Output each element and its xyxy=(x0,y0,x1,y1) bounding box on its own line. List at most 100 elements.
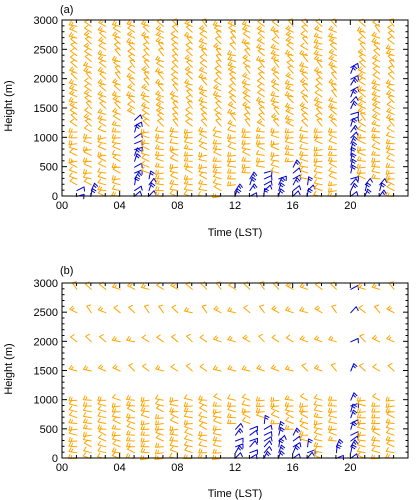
wind-barb xyxy=(256,96,265,104)
wind-barb xyxy=(155,364,164,372)
wind-barb xyxy=(198,411,208,419)
wind-barb xyxy=(379,178,388,186)
wind-barb xyxy=(285,25,294,33)
wind-barb xyxy=(271,36,280,45)
wind-barb xyxy=(313,43,323,51)
wind-barb xyxy=(183,144,193,151)
wind-barb xyxy=(278,444,286,454)
wind-barb xyxy=(242,30,251,39)
wind-barb xyxy=(314,55,323,63)
y-tick-label: 3000 xyxy=(34,278,58,290)
wind-barb xyxy=(82,146,92,152)
wind-barb xyxy=(141,166,150,174)
wind-barb xyxy=(386,428,395,436)
wind-barb xyxy=(357,125,366,133)
wind-barb xyxy=(292,159,301,168)
wind-barb xyxy=(172,112,179,121)
wind-barb xyxy=(155,414,164,420)
wind-barb xyxy=(185,42,193,51)
wind-barb xyxy=(263,188,269,197)
wind-barb xyxy=(270,91,280,98)
wind-barb xyxy=(126,430,136,436)
wind-barb xyxy=(184,31,193,39)
wind-barb xyxy=(134,146,143,153)
wind-barb xyxy=(385,418,395,424)
wind-barb xyxy=(141,154,150,162)
wind-barb xyxy=(198,66,208,74)
wind-barb xyxy=(350,363,358,372)
wind-barb xyxy=(185,94,193,104)
wind-barb xyxy=(313,400,323,407)
wind-barb xyxy=(259,304,265,314)
wind-barb xyxy=(140,411,150,419)
wind-barb xyxy=(386,107,395,115)
wind-barb xyxy=(371,167,381,174)
wind-barb xyxy=(227,161,236,168)
wind-barb xyxy=(141,334,150,343)
wind-barb xyxy=(68,399,78,407)
wind-barb xyxy=(327,425,337,431)
wind-barb xyxy=(212,20,222,27)
wind-barb xyxy=(140,430,150,436)
wind-barb xyxy=(86,304,92,314)
wind-barb xyxy=(212,156,222,162)
wind-barb xyxy=(371,413,381,419)
wind-barb xyxy=(227,401,236,407)
wind-barb xyxy=(155,434,164,442)
wind-barb xyxy=(257,89,265,98)
y-tick-label: 3000 xyxy=(34,15,58,27)
wind-barb xyxy=(213,77,222,86)
wind-barb xyxy=(97,446,107,454)
wind-barb xyxy=(263,424,273,430)
wind-barb xyxy=(313,38,323,45)
wind-barb xyxy=(371,407,381,413)
wind-barb xyxy=(69,25,78,33)
wind-barb xyxy=(257,30,265,39)
wind-barb xyxy=(258,71,265,80)
wind-barb xyxy=(198,155,208,162)
wind-barb xyxy=(313,127,323,133)
wind-barb xyxy=(314,184,323,192)
wind-barb xyxy=(229,94,236,104)
wind-barb xyxy=(331,304,337,314)
wind-barb xyxy=(358,305,366,314)
wind-barb xyxy=(68,143,78,151)
wind-barb xyxy=(155,101,164,109)
wind-barb xyxy=(350,100,358,109)
wind-barb xyxy=(315,112,323,121)
wind-barb xyxy=(183,162,193,168)
wind-barb xyxy=(83,31,92,39)
wind-barb xyxy=(234,188,242,197)
wind-barb xyxy=(68,425,78,431)
wind-barb xyxy=(270,364,280,372)
wind-barb xyxy=(249,176,257,186)
wind-barb xyxy=(171,36,179,45)
wind-barb xyxy=(313,419,323,426)
wind-barb xyxy=(248,454,258,460)
wind-barb xyxy=(184,428,193,436)
wind-barb xyxy=(155,169,164,175)
wind-barb xyxy=(134,147,141,156)
wind-barb xyxy=(155,179,164,186)
x-tick-label: 04 xyxy=(114,200,126,212)
wind-barb xyxy=(82,168,92,174)
wind-barb xyxy=(227,412,236,419)
wind-barb xyxy=(350,96,359,104)
wind-barb xyxy=(249,437,258,444)
wind-barb xyxy=(385,174,395,180)
wind-barb xyxy=(227,419,236,425)
y-tick-label: 500 xyxy=(40,162,58,174)
wind-barb xyxy=(328,166,337,174)
wind-barb xyxy=(372,363,381,372)
wind-barb xyxy=(285,31,294,39)
wind-barb xyxy=(263,184,273,192)
wind-barb xyxy=(356,419,366,425)
wind-barb xyxy=(257,65,265,74)
wind-barb xyxy=(97,364,107,372)
wind-barb xyxy=(198,43,208,51)
wind-barb xyxy=(327,150,337,156)
wind-barb xyxy=(169,446,179,454)
wind-barb xyxy=(292,427,301,436)
wind-barb xyxy=(98,95,107,104)
wind-barb xyxy=(154,186,164,192)
